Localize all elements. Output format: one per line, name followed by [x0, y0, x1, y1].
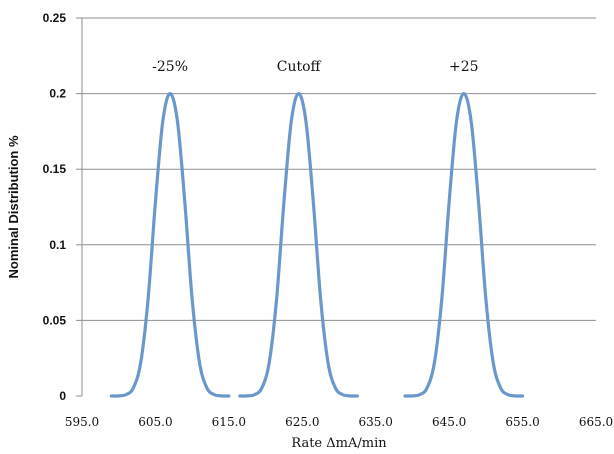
distribution-curve-1 — [109, 92, 231, 398]
distribution-curve-3 — [403, 92, 525, 398]
label-layer: 0 0.05 0.1 0.15 0.2 0.25 595.0 605.0 615.0 625.0 6… — [43, 11, 614, 429]
x-axis-title: Rate ΔmA/min — [291, 436, 387, 451]
x-tick-label: 625.0 — [285, 415, 319, 429]
x-tick-label: 645.0 — [432, 415, 466, 429]
peak-annotation: +25 — [449, 59, 479, 75]
distribution-curve-2 — [238, 92, 359, 398]
y-tick-label: 0 — [59, 389, 66, 403]
grid-layer — [82, 17, 596, 321]
x-tick-label: 635.0 — [359, 415, 393, 429]
series-layer — [109, 92, 525, 398]
y-tick-label: 0.05 — [43, 313, 67, 327]
axis-layer — [76, 17, 83, 397]
peak-annotation: Cutoff — [277, 59, 322, 75]
x-tick-label: 655.0 — [505, 415, 539, 429]
x-tick-label: 595.0 — [65, 415, 99, 429]
x-tick-label: 665.0 — [579, 415, 613, 429]
y-axis-title: Nominal Distribution % — [6, 135, 21, 278]
y-tick-label: 0.15 — [43, 162, 67, 176]
peak-annotation: -25% — [152, 59, 188, 75]
y-tick-label: 0.25 — [43, 11, 67, 25]
y-tick-label: 0.1 — [49, 238, 66, 252]
x-tick-label: 605.0 — [138, 415, 172, 429]
x-tick-label: 615.0 — [212, 415, 246, 429]
y-tick-label: 0.2 — [49, 87, 66, 101]
